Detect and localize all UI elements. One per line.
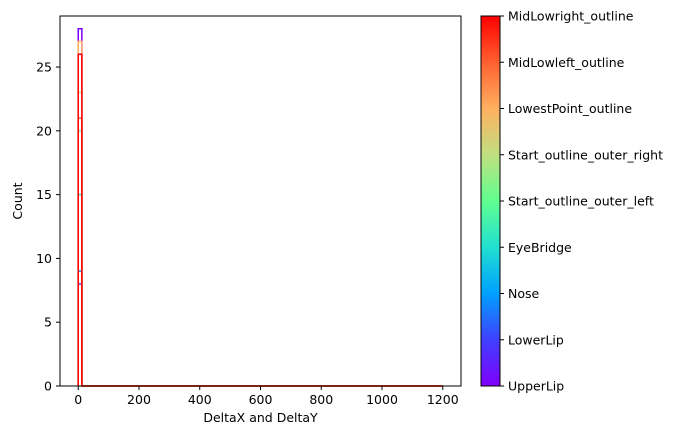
colorbar-label: MidLowleft_outline bbox=[508, 55, 625, 70]
histogram-series-7 bbox=[77, 117, 443, 387]
colorbar-label: EyeBridge bbox=[508, 240, 572, 255]
colorbar-label: LowerLip bbox=[508, 332, 564, 347]
y-tick-label: 10 bbox=[36, 251, 52, 266]
y-tick-label: 20 bbox=[36, 123, 52, 138]
histogram-series-2 bbox=[77, 270, 443, 387]
colorbar-label: UpperLip bbox=[508, 379, 564, 394]
y-axis-label: Count bbox=[10, 182, 25, 219]
colorbar-label: LowestPoint_outline bbox=[508, 101, 632, 116]
histogram-series-5 bbox=[77, 91, 443, 387]
y-tick-label: 15 bbox=[36, 187, 52, 202]
histogram-series-3 bbox=[77, 193, 443, 387]
x-tick-label: 1200 bbox=[427, 392, 459, 407]
x-tick-label: 0 bbox=[74, 392, 82, 407]
y-axis: 0 5 10 15 20 25 bbox=[36, 60, 60, 394]
x-tick-label: 1000 bbox=[366, 392, 398, 407]
colorbar-label: MidLowright_outline bbox=[508, 9, 634, 24]
colorbar-label: Start_outline_outer_right bbox=[508, 147, 663, 162]
histogram-series-1 bbox=[77, 283, 443, 387]
histogram-series-4 bbox=[77, 130, 443, 387]
plot-frame bbox=[59, 15, 462, 387]
histogram-series-8 bbox=[77, 53, 443, 387]
plot-area bbox=[77, 28, 443, 387]
x-tick-label: 800 bbox=[309, 392, 333, 407]
x-tick-label: 600 bbox=[249, 392, 273, 407]
colorbar-label: Nose bbox=[508, 286, 540, 301]
histogram-series-0 bbox=[77, 28, 443, 387]
colorbar-gradient bbox=[480, 15, 501, 387]
histogram-series-6 bbox=[77, 40, 443, 387]
x-axis-label: DeltaX and DeltaY bbox=[203, 410, 318, 425]
colorbar: UpperLip LowerLip Nose EyeBridge Start_outli… bbox=[480, 9, 663, 394]
y-tick-label: 25 bbox=[36, 60, 52, 75]
y-tick-label: 0 bbox=[44, 379, 52, 394]
x-tick-label: 200 bbox=[127, 392, 151, 407]
x-axis: 0 200 400 600 800 1000 1200 bbox=[74, 386, 459, 407]
y-tick-label: 5 bbox=[44, 315, 52, 330]
colorbar-label: Start_outline_outer_left bbox=[508, 194, 654, 209]
x-tick-label: 400 bbox=[188, 392, 212, 407]
